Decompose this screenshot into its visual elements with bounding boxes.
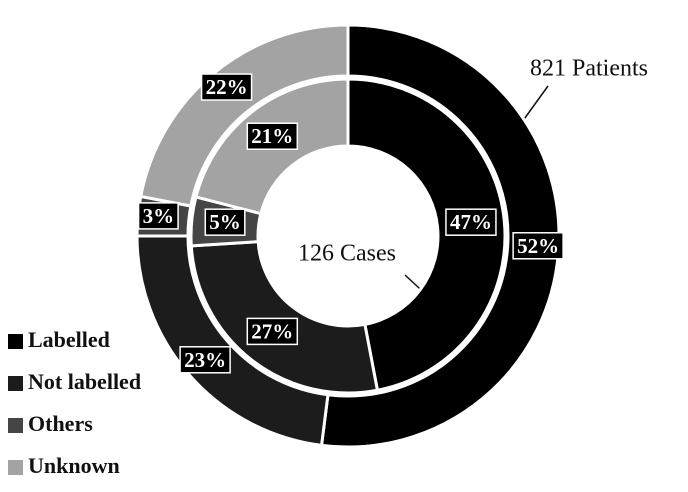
legend-label: Labelled — [28, 327, 110, 352]
donut-segment — [138, 23, 350, 208]
data-label-text: 52% — [517, 234, 559, 258]
data-label-box — [200, 73, 253, 101]
data-label-box — [246, 122, 299, 150]
legend-swatch — [8, 418, 23, 433]
data-label-text: 47% — [450, 210, 492, 234]
legend-label: Unknown — [28, 453, 120, 478]
data-label-text: 23% — [184, 348, 226, 372]
outer-ring-name: 821 Patients — [530, 56, 648, 82]
data-label-text: 22% — [206, 75, 248, 99]
data-label-text: 21% — [251, 124, 293, 148]
legend-swatch — [8, 460, 23, 475]
annotation-line — [521, 85, 549, 123]
donut-segment — [189, 240, 380, 395]
data-label: 23% — [179, 346, 231, 374]
data-label-box — [137, 202, 179, 230]
data-label: 47% — [445, 208, 497, 236]
data-label-box — [445, 208, 497, 236]
donut-segment — [319, 23, 561, 449]
data-label-text: 3% — [143, 204, 175, 228]
legend-swatch — [8, 334, 23, 349]
donut-segment — [346, 77, 507, 392]
data-label-box — [512, 232, 564, 260]
data-label-box — [179, 346, 231, 374]
legend-label: Others — [28, 411, 93, 436]
data-label: 52% — [512, 232, 564, 260]
data-label: 3% — [137, 202, 179, 230]
data-label: 21% — [246, 122, 299, 150]
data-label-box — [204, 208, 246, 236]
data-label-box — [246, 317, 299, 346]
data-label-text: 5% — [209, 210, 241, 234]
inner-ring-name: 126 Cases — [298, 241, 396, 267]
legend-label: Not labelled — [28, 369, 141, 394]
data-label: 5% — [204, 208, 246, 236]
data-label: 22% — [200, 73, 253, 101]
data-label: 27% — [246, 317, 299, 346]
data-label-text: 27% — [251, 319, 293, 343]
legend-swatch — [8, 376, 23, 391]
